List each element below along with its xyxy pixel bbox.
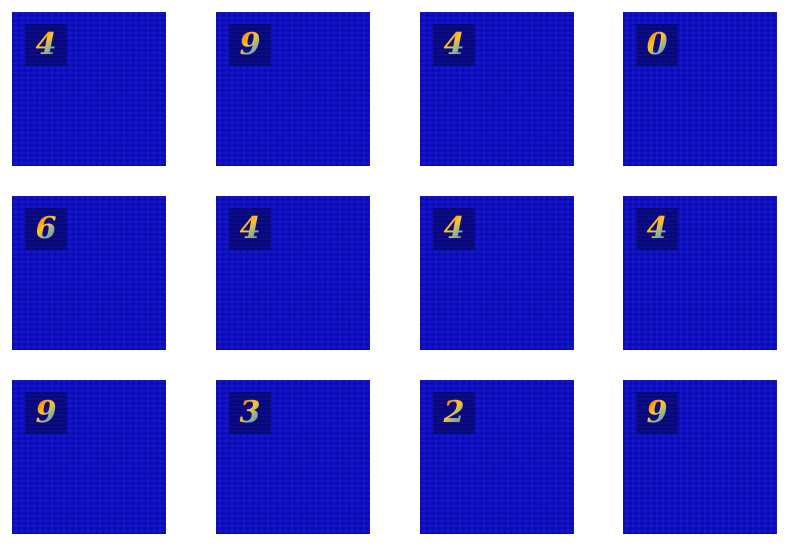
digit-patch: 0	[636, 24, 678, 66]
image-tile: 2	[420, 380, 574, 534]
digit-glyph: 4	[25, 24, 67, 66]
digit-patch: 3	[229, 392, 271, 434]
digit-glyph: 4	[229, 208, 271, 250]
image-tile: 4	[420, 196, 574, 350]
image-tile: 6	[12, 196, 166, 350]
image-tile: 4	[420, 12, 574, 166]
digit-glyph: 4	[433, 208, 475, 250]
digit-glyph: 9	[25, 392, 67, 434]
image-tile: 4	[216, 196, 370, 350]
digit-glyph: 3	[229, 392, 271, 434]
digit-patch: 9	[25, 392, 67, 434]
image-tile: 3	[216, 380, 370, 534]
image-tile: 9	[12, 380, 166, 534]
digit-patch: 4	[229, 208, 271, 250]
image-tile: 9	[623, 380, 777, 534]
digit-glyph: 0	[636, 24, 678, 66]
digit-glyph: 9	[636, 392, 678, 434]
image-tile: 4	[623, 196, 777, 350]
digit-patch: 4	[433, 24, 475, 66]
digit-patch: 9	[229, 24, 271, 66]
digit-patch: 4	[25, 24, 67, 66]
digit-glyph: 9	[229, 24, 271, 66]
digit-patch: 4	[433, 208, 475, 250]
digit-patch: 4	[636, 208, 678, 250]
digit-glyph: 4	[433, 24, 475, 66]
digit-glyph: 2	[433, 392, 475, 434]
digit-patch: 2	[433, 392, 475, 434]
digit-glyph: 6	[25, 208, 67, 250]
image-tile: 4	[12, 12, 166, 166]
digit-glyph: 4	[636, 208, 678, 250]
digit-patch: 9	[636, 392, 678, 434]
image-tile: 9	[216, 12, 370, 166]
image-tile: 0	[623, 12, 777, 166]
digit-patch: 6	[25, 208, 67, 250]
